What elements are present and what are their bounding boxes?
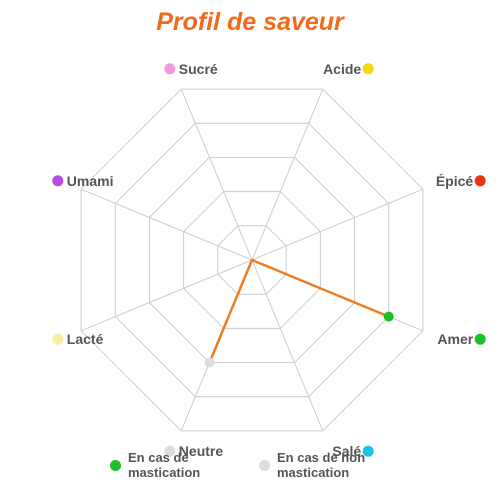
spoke-acide xyxy=(251,88,324,261)
axis-dot-lacte-icon xyxy=(52,333,64,345)
axis-dot-amer-icon xyxy=(474,333,486,345)
axis-label-neutre: Neutre xyxy=(179,443,224,459)
spoke-umami xyxy=(80,188,253,261)
spoke-lacte xyxy=(80,259,253,332)
axis-dot-acide-icon xyxy=(362,63,374,75)
axis-label-group-umami: Umami xyxy=(52,173,113,189)
radar-axis-labels: Acide Épicé Amer Salé Neutre Lacté Umami Sucré xyxy=(52,61,486,459)
legend-item-chewing: En cas de mastication xyxy=(110,450,200,480)
axis-label-group-sale: Salé xyxy=(332,443,374,459)
axis-label-group-amer: Amer xyxy=(437,331,486,347)
axis-dot-epice-icon xyxy=(474,175,486,187)
point-amer xyxy=(383,311,394,322)
legend-chewing-label: En cas de mastication xyxy=(128,450,201,480)
spoke-sale xyxy=(251,259,324,432)
axis-label-acide: Acide xyxy=(323,61,361,77)
axis-label-umami: Umami xyxy=(67,173,114,189)
axis-dot-sale-icon xyxy=(362,445,374,457)
axis-label-group-acide: Acide xyxy=(323,61,374,77)
axis-label-group-neutre: Neutre xyxy=(164,443,223,459)
axis-dot-neutre-icon xyxy=(164,445,176,457)
spoke-sucre xyxy=(180,88,253,261)
legend-item-no-chewing: En cas de non mastication xyxy=(259,450,365,480)
axis-label-group-sucre: Sucré xyxy=(164,61,218,77)
axis-dot-sucre-icon xyxy=(164,63,176,75)
legend-chewing-dot-icon xyxy=(110,460,121,471)
axis-label-group-epice: Épicé xyxy=(436,173,486,189)
spoke-epice xyxy=(251,188,424,261)
axis-label-amer: Amer xyxy=(437,331,473,347)
point-neutre xyxy=(204,357,215,368)
legend-no-chewing-dot-icon xyxy=(259,460,270,471)
axis-dot-umami-icon xyxy=(52,175,64,187)
radar-series xyxy=(204,258,394,368)
legend-no-chewing-label: En cas de non mastication xyxy=(277,450,366,480)
axis-label-lacte: Lacté xyxy=(67,331,104,347)
chart-title: Profil de saveur xyxy=(156,8,344,36)
axis-label-sucre: Sucré xyxy=(179,61,218,77)
series-area-0 xyxy=(208,258,390,364)
axis-label-epice: Épicé xyxy=(436,173,474,189)
axis-label-sale: Salé xyxy=(332,443,361,459)
axis-label-group-lacte: Lacté xyxy=(52,331,104,347)
